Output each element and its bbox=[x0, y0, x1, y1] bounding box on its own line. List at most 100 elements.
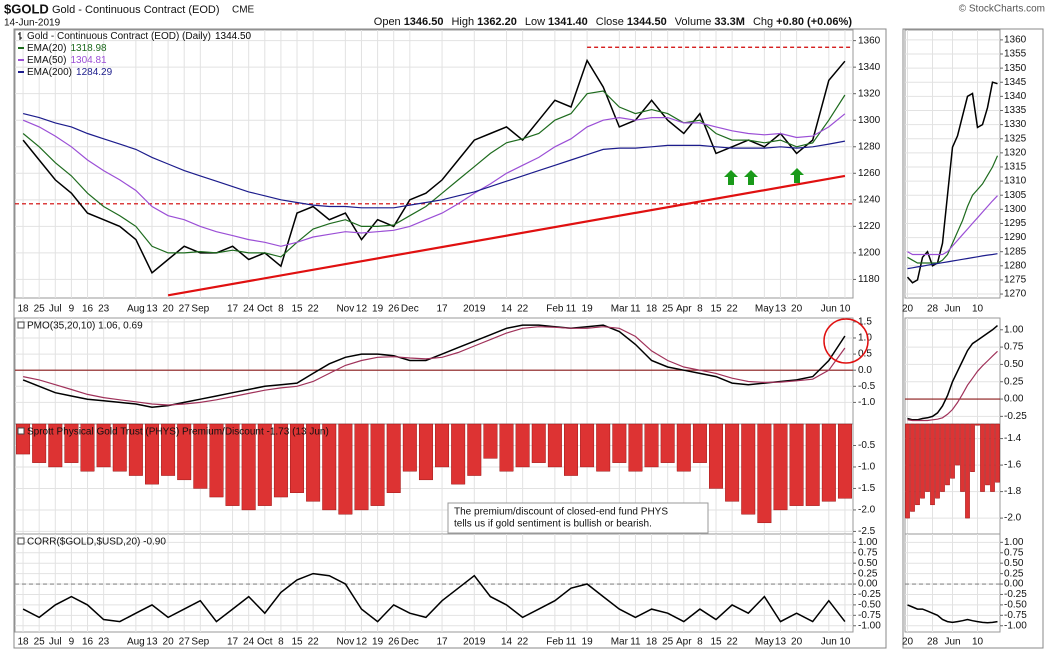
bar bbox=[32, 423, 47, 463]
legend-name: Gold - Continuous Contract (EOD) (Daily) bbox=[27, 31, 211, 42]
y-tick-label: 1.00 bbox=[1004, 537, 1024, 548]
quote-value: 1344.50 bbox=[627, 16, 667, 28]
x-tick-label: 17 bbox=[227, 304, 239, 315]
x-tick-label: 11 bbox=[566, 637, 577, 648]
y-tick-label: 1320 bbox=[1004, 147, 1027, 158]
x-tick-label: Mar bbox=[611, 637, 629, 648]
series-line bbox=[22, 113, 846, 247]
bar bbox=[676, 423, 691, 472]
y-tick-label: 0.25 bbox=[1004, 568, 1024, 579]
y-tick-label: -1.00 bbox=[1004, 620, 1027, 631]
watermark: © StockCharts.com bbox=[959, 4, 1045, 15]
bar bbox=[515, 423, 530, 468]
legend-icon bbox=[18, 32, 22, 40]
series-line bbox=[907, 325, 998, 421]
legend-name: EMA(20) bbox=[27, 43, 66, 54]
y-tick-label: 1330 bbox=[1004, 119, 1027, 130]
x-tick-label: Mar bbox=[611, 304, 629, 315]
legend-entry: EMA(20) 1318.98 bbox=[27, 43, 107, 54]
y-tick-label: 1300 bbox=[858, 115, 881, 126]
y-tick-label: -1.0 bbox=[858, 397, 876, 408]
bar bbox=[995, 423, 1000, 483]
series-line bbox=[22, 572, 846, 623]
y-tick-label: 1360 bbox=[858, 35, 881, 46]
y-tick-label: 1260 bbox=[858, 168, 881, 179]
x-tick-label: 13 bbox=[146, 637, 158, 648]
x-tick-label: Feb bbox=[546, 304, 564, 315]
y-tick-label: 1.0 bbox=[858, 333, 872, 344]
y-tick-label: 1.00 bbox=[858, 537, 878, 548]
bar bbox=[499, 423, 514, 472]
date: 14-Jun-2019 bbox=[4, 18, 61, 29]
y-tick-label: 1275 bbox=[1004, 275, 1027, 286]
series-line bbox=[22, 326, 846, 406]
bar bbox=[338, 423, 353, 515]
y-tick-label: -2.0 bbox=[858, 505, 876, 516]
x-tick-label: Jun bbox=[821, 304, 837, 315]
bar bbox=[435, 423, 450, 468]
y-tick-label: 0.00 bbox=[858, 579, 878, 590]
bar bbox=[910, 423, 915, 512]
quote-label: Close bbox=[596, 16, 624, 28]
legend-value: 1284.29 bbox=[76, 67, 113, 78]
legend-value: 1344.50 bbox=[215, 31, 252, 42]
series-line bbox=[22, 324, 846, 408]
y-tick-label: -0.75 bbox=[858, 610, 881, 621]
bar bbox=[925, 423, 930, 492]
x-tick-label: Oct bbox=[257, 637, 273, 648]
y-tick-label: 1315 bbox=[1004, 162, 1027, 173]
x-tick-label: 16 bbox=[82, 304, 94, 315]
x-tick-label: 26 bbox=[388, 304, 400, 315]
y-tick-label: 1305 bbox=[1004, 190, 1027, 201]
panel-title-icon bbox=[17, 427, 25, 435]
bar bbox=[990, 423, 995, 492]
x-tick-label: 13 bbox=[146, 304, 158, 315]
main-frame bbox=[13, 28, 887, 649]
y-tick-label: -1.5 bbox=[858, 483, 876, 494]
bar bbox=[161, 423, 176, 476]
series-line bbox=[22, 58, 846, 274]
y-tick-label: 1280 bbox=[1004, 260, 1027, 271]
bar bbox=[955, 423, 960, 466]
bar bbox=[692, 423, 707, 463]
bar bbox=[805, 423, 820, 506]
x-tick-label: 15 bbox=[291, 637, 303, 648]
series-line bbox=[907, 350, 998, 422]
bar bbox=[920, 423, 925, 499]
x-tick-label: Dec bbox=[401, 304, 419, 315]
instrument-name: Gold - Continuous Contract (EOD) bbox=[52, 4, 220, 16]
y-tick-label: 1325 bbox=[1004, 133, 1027, 144]
note-box bbox=[447, 502, 709, 534]
bar bbox=[225, 423, 240, 506]
bar bbox=[930, 423, 935, 506]
bar bbox=[483, 423, 498, 459]
x-tick-label: Jul bbox=[49, 637, 62, 648]
y-tick-label: 1.5 bbox=[858, 317, 872, 328]
x-tick-label: 20 bbox=[902, 637, 914, 648]
y-tick-label: -0.5 bbox=[858, 440, 876, 451]
x-tick-label: 19 bbox=[582, 304, 594, 315]
exchange: CME bbox=[232, 5, 255, 16]
x-tick-label: 15 bbox=[710, 304, 722, 315]
legend-name: EMA(200) bbox=[27, 67, 72, 78]
y-tick-label: 1310 bbox=[1004, 176, 1027, 187]
x-tick-label: 24 bbox=[243, 637, 255, 648]
x-tick-label: 17 bbox=[227, 637, 239, 648]
x-tick-label: 8 bbox=[697, 304, 703, 315]
y-tick-label: 0.5 bbox=[858, 349, 872, 360]
panel-frame bbox=[14, 29, 854, 299]
y-tick-label: -0.50 bbox=[1004, 600, 1027, 611]
bar bbox=[644, 423, 659, 468]
x-tick-label: Apr bbox=[676, 304, 692, 315]
x-tick-label: 14 bbox=[501, 304, 513, 315]
bar bbox=[915, 423, 920, 506]
x-tick-label: 10 bbox=[972, 304, 984, 315]
y-tick-label: 0.75 bbox=[1004, 342, 1024, 353]
x-tick-label: 20 bbox=[791, 304, 803, 315]
x-tick-label: 9 bbox=[69, 637, 75, 648]
bar bbox=[965, 423, 970, 519]
y-tick-label: 0.50 bbox=[858, 558, 878, 569]
x-tick-label: 20 bbox=[791, 637, 803, 648]
series-line bbox=[907, 253, 998, 270]
symbol: $GOLD bbox=[4, 1, 49, 16]
